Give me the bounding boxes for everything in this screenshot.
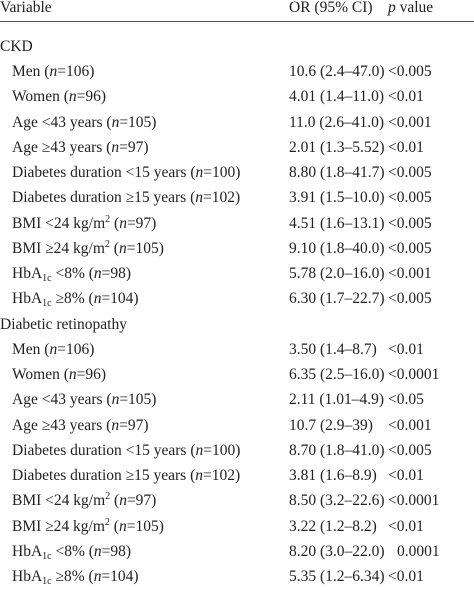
odds-ratio: 8.20 (3.0–22.0) [289, 542, 385, 560]
p-value: <0.005 [388, 164, 432, 182]
row-label: Women (n=96) [12, 366, 107, 384]
row-label: BMI ≥24 kg/m2 (n=105) [12, 238, 164, 257]
row-label: Diabetes duration ≥15 years (n=102) [12, 189, 241, 207]
header-rule [0, 21, 474, 22]
row-label: Women (n=96) [12, 88, 107, 106]
row-label: HbA1c ≥8% (n=104) [12, 568, 139, 588]
odds-ratio: 2.01 (1.3–5.52) [289, 138, 385, 156]
row-label: Diabetes duration <15 years (n=100) [12, 164, 241, 182]
p-value: <0.01 [388, 138, 424, 156]
row-label: HbA1c ≥8% (n=104) [12, 290, 139, 310]
row-label: Age ≥43 years (n=97) [12, 416, 149, 434]
row-label: BMI ≥24 kg/m2 (n=105) [12, 516, 164, 535]
p-value: <0.01 [388, 340, 424, 358]
row-label: Age <43 years (n=105) [12, 113, 157, 131]
odds-ratio: 4.01 (1.4–11.0) [289, 88, 384, 106]
p-value: <0.01 [388, 88, 424, 106]
header-cell: p value [388, 0, 434, 16]
odds-ratio: 8.80 (1.8–41.7) [289, 164, 385, 182]
odds-ratio: 4.51 (1.6–13.1) [289, 214, 385, 232]
odds-ratio: 3.91 (1.5–10.0) [289, 189, 385, 207]
p-value: <0.05 [388, 391, 424, 409]
row-label: Diabetes duration <15 years (n=100) [12, 441, 241, 459]
header-cell: OR (95% CI) [289, 0, 373, 16]
row-label: Age <43 years (n=105) [12, 391, 157, 409]
odds-ratio: 6.30 (1.7–22.7) [289, 290, 385, 308]
odds-ratio: 5.35 (1.2–6.34) [289, 568, 385, 586]
row-label: Age ≥43 years (n=97) [12, 138, 149, 156]
p-value: <0.005 [388, 239, 432, 257]
odds-ratio: 10.6 (2.4–47.0) [289, 63, 385, 81]
p-value: <0.001 [388, 113, 432, 131]
p-value: <0.005 [388, 290, 432, 308]
odds-ratio: 11.0 (2.6–41.0) [289, 113, 384, 131]
p-value: 0.0001 [397, 542, 440, 560]
odds-ratio: 5.78 (2.0–16.0) [289, 265, 385, 283]
odds-ratio: 9.10 (1.8–40.0) [289, 239, 385, 257]
p-value: <0.01 [388, 467, 424, 485]
row-label: Men (n=106) [12, 63, 95, 81]
odds-ratio: 3.50 (1.4–8.7) [289, 340, 377, 358]
odds-ratio: 8.70 (1.8–41.0) [289, 441, 385, 459]
row-label: HbA1c <8% (n=98) [12, 542, 132, 562]
odds-ratio: 2.11 (1.01–4.9) [289, 391, 384, 409]
p-value: <0.01 [388, 568, 424, 586]
p-value: <0.001 [388, 265, 432, 283]
row-label: Men (n=106) [12, 340, 95, 358]
odds-ratio: 8.50 (3.2–22.6) [289, 492, 385, 510]
p-value: <0.0001 [388, 492, 440, 510]
p-value: <0.005 [388, 189, 432, 207]
section-title: Diabetic retinopathy [0, 315, 127, 333]
p-value: <0.005 [388, 63, 432, 81]
row-label: HbA1c <8% (n=98) [12, 265, 132, 285]
odds-ratio: 3.81 (1.6–8.9) [289, 467, 377, 485]
row-label: BMI <24 kg/m2 (n=97) [12, 213, 157, 232]
header-cell: Variable [0, 0, 52, 16]
row-label: BMI <24 kg/m2 (n=97) [12, 491, 157, 510]
p-value: <0.01 [388, 517, 424, 535]
p-value: <0.0001 [388, 366, 440, 384]
section-title: CKD [0, 38, 33, 55]
p-value: <0.005 [388, 441, 432, 459]
odds-ratio: 10.7 (2.9–39) [289, 416, 373, 434]
odds-ratio: 3.22 (1.2–8.2) [289, 517, 377, 535]
odds-ratio: 6.35 (2.5–16.0) [289, 366, 385, 384]
row-label: Diabetes duration ≥15 years (n=102) [12, 467, 241, 485]
p-value: <0.005 [388, 214, 432, 232]
p-value: <0.001 [388, 416, 432, 434]
